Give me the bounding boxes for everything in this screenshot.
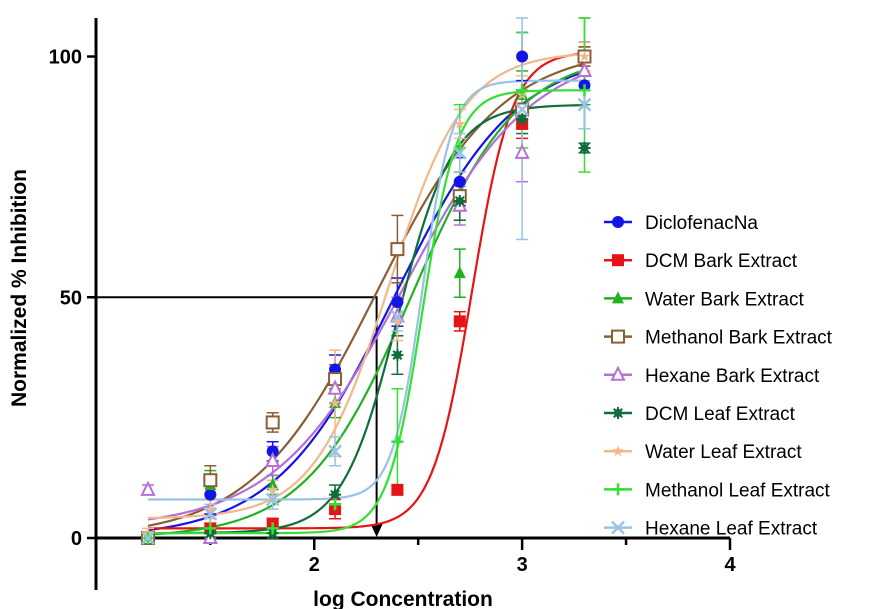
data-point	[391, 435, 404, 448]
data-point	[611, 520, 625, 535]
x-axis-title: log Concentration	[313, 588, 493, 609]
data-point	[453, 266, 466, 279]
fit-curve	[147, 70, 585, 532]
data-point	[452, 145, 467, 160]
data-point	[265, 451, 281, 467]
data-point	[204, 488, 217, 501]
fit-curve	[147, 104, 585, 535]
data-point	[612, 216, 624, 228]
data-point	[391, 296, 404, 309]
data-point	[611, 329, 625, 344]
reference-line	[96, 296, 378, 528]
data-point	[204, 522, 217, 535]
data-point	[329, 397, 341, 408]
data-point	[391, 483, 404, 496]
legend-label: DCM Leaf Extract	[645, 404, 796, 425]
data-point	[612, 483, 624, 496]
data-point	[267, 483, 279, 495]
fit-curve	[147, 79, 585, 501]
data-point	[578, 50, 591, 62]
data-point	[265, 492, 280, 507]
data-point	[454, 117, 466, 129]
data-point	[140, 480, 156, 496]
data-point	[578, 84, 591, 97]
fit-curves	[147, 52, 585, 536]
data-point	[612, 291, 624, 304]
data-point	[612, 407, 624, 419]
data-point	[514, 143, 530, 159]
data-point	[578, 142, 591, 154]
data-point	[453, 315, 466, 328]
fit-curve	[147, 89, 585, 535]
data-point	[204, 503, 216, 514]
data-point	[610, 365, 626, 381]
data-point	[453, 175, 466, 188]
fit-curve	[147, 68, 585, 536]
data-point	[391, 349, 404, 362]
legend-item: Hexane Leaf Extract	[604, 519, 818, 540]
data-point	[453, 194, 466, 207]
data-point	[391, 315, 404, 327]
legend-item: DCM Bark Extract	[604, 251, 798, 272]
legend-label: Water Bark Extract	[645, 289, 804, 310]
legend-item: DCM Leaf Extract	[604, 404, 796, 425]
fit-curve	[147, 53, 585, 520]
data-point	[390, 242, 405, 257]
legend-label: Water Leaf Extract	[645, 442, 802, 463]
data-point	[516, 50, 529, 63]
legend-label: DiclofenacNa	[645, 213, 758, 234]
data-point	[203, 507, 218, 521]
legend-label: Methanol Bark Extract	[645, 328, 833, 349]
legend-label: Methanol Leaf Extract	[645, 480, 831, 501]
data-point	[328, 444, 342, 459]
legend-item: Methanol Leaf Extract	[604, 480, 831, 501]
reference-line-ic50	[96, 296, 383, 537]
reference-arrowhead	[370, 524, 383, 537]
legend: DiclofenacNa DCM Bark Extract Water Bark E…	[604, 213, 833, 540]
x-tick-label: 2	[309, 554, 320, 576]
data-point	[266, 522, 279, 535]
data-points	[140, 49, 593, 545]
legend-item: Water Leaf Extract	[604, 442, 802, 463]
data-point	[141, 531, 155, 545]
data-point	[612, 254, 624, 267]
data-point	[203, 473, 218, 488]
data-point	[515, 102, 530, 117]
y-tick-label: 100	[49, 47, 82, 69]
data-point	[327, 379, 343, 395]
axes: 0 50 100 2 3 4	[49, 18, 737, 590]
data-point	[516, 113, 529, 126]
legend-item: DiclofenacNa	[604, 213, 758, 234]
y-tick-label: 0	[71, 528, 82, 550]
legend-item: Water Bark Extract	[604, 289, 804, 310]
data-point	[612, 445, 624, 457]
data-point	[576, 61, 593, 77]
data-point	[265, 415, 280, 430]
data-point	[266, 445, 279, 458]
y-tick-label: 50	[60, 287, 82, 309]
legend-label: DCM Bark Extract	[645, 251, 798, 272]
axis-ticks: 0 50 100 2 3 4	[49, 47, 737, 576]
data-point	[516, 84, 529, 97]
legend-label: Hexane Bark Extract	[645, 366, 820, 387]
y-axis-title: Normalized % Inhibition	[8, 169, 31, 407]
data-point	[329, 498, 342, 511]
legend-item: Hexane Bark Extract	[604, 365, 820, 387]
legend-item: Methanol Bark Extract	[604, 328, 833, 349]
x-tick-label: 4	[724, 554, 736, 576]
data-point	[390, 309, 405, 324]
legend-label: Hexane Leaf Extract	[645, 519, 818, 540]
data-point	[577, 97, 592, 112]
x-tick-label: 3	[517, 554, 528, 576]
